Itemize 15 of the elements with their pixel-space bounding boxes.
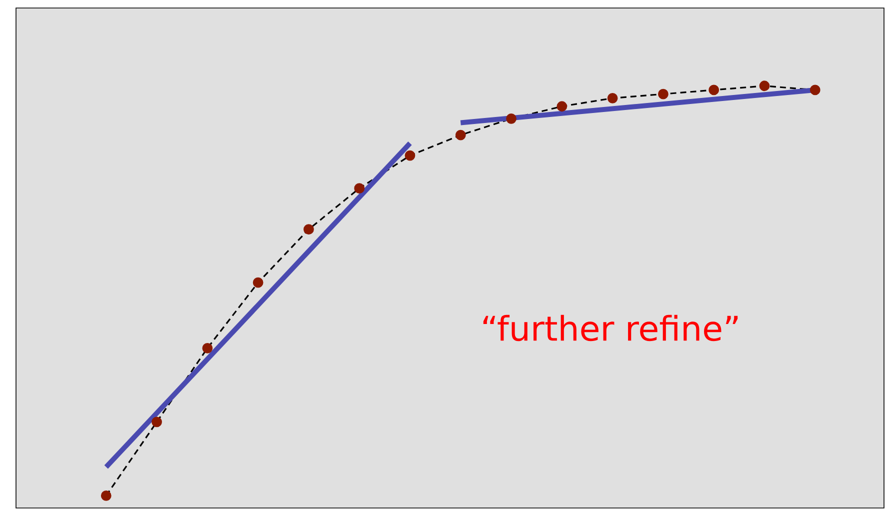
- point: [810, 84, 820, 96]
- point: [152, 416, 162, 428]
- point: [556, 101, 568, 112]
- point: [759, 80, 770, 92]
- point: [304, 224, 314, 235]
- point: [404, 150, 416, 161]
- annotation: “further refine”: [483, 314, 738, 342]
- point: [455, 130, 466, 140]
- point: [506, 113, 516, 124]
- point: [607, 92, 618, 104]
- point: [202, 342, 213, 354]
- point: [252, 277, 264, 288]
- point: [708, 84, 720, 96]
- point: [658, 88, 668, 100]
- point: [354, 183, 365, 194]
